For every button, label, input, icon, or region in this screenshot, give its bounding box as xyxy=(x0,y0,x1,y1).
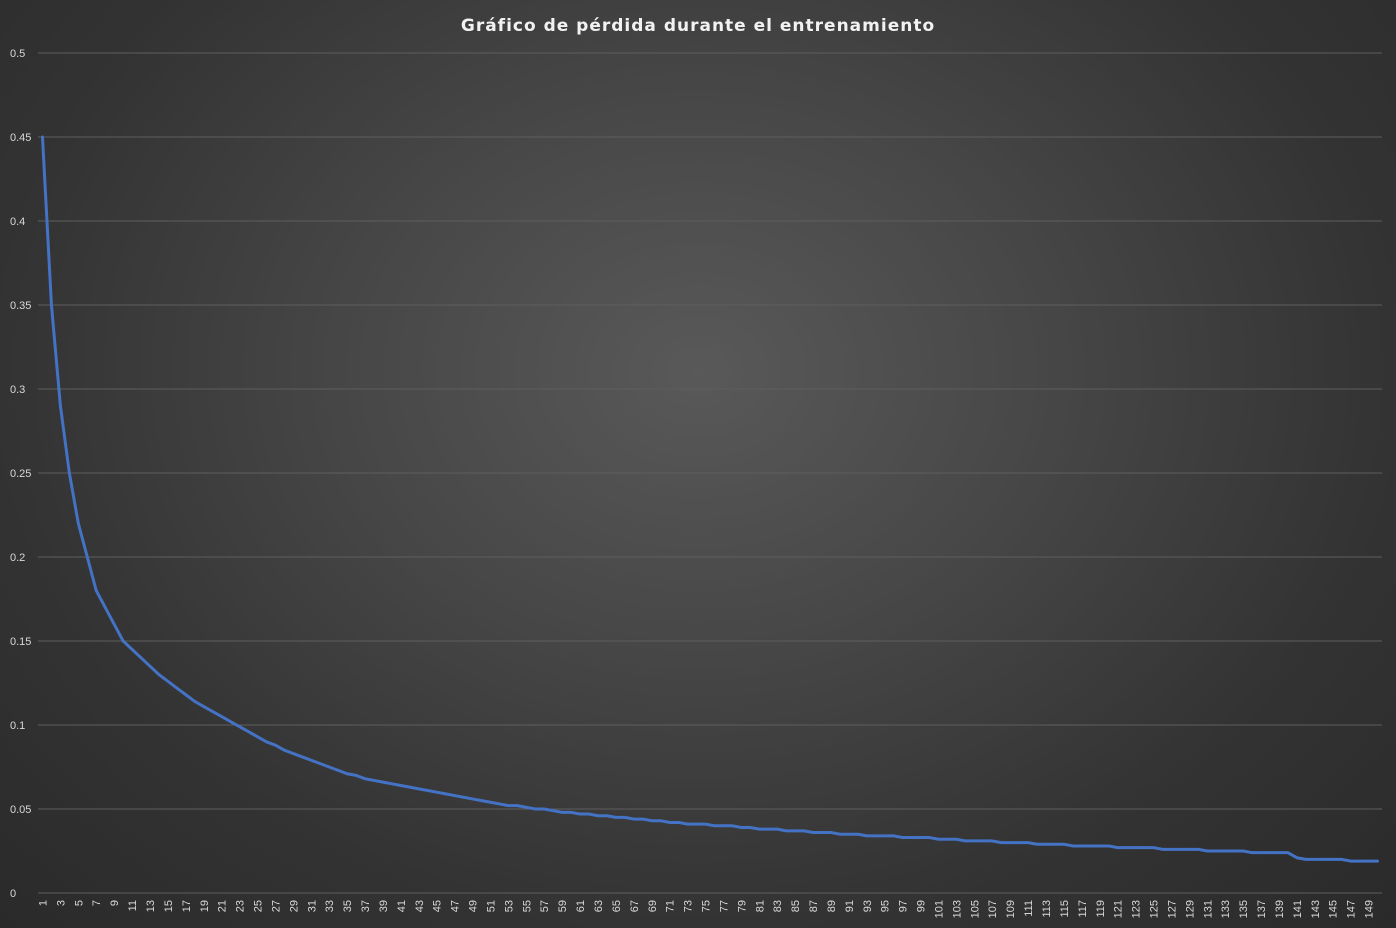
x-tick-label: 139 xyxy=(1274,900,1286,918)
x-tick-label: 63 xyxy=(593,900,605,912)
x-tick-label: 61 xyxy=(575,900,587,912)
x-tick-label: 33 xyxy=(324,900,336,912)
x-tick-label: 127 xyxy=(1166,900,1178,918)
x-tick-label: 37 xyxy=(360,900,372,912)
x-tick-label: 31 xyxy=(306,900,318,912)
y-tick-label: 0.25 xyxy=(10,468,31,480)
x-tick-label: 47 xyxy=(450,900,462,912)
x-tick-label: 87 xyxy=(808,900,820,912)
x-tick-label: 135 xyxy=(1238,900,1250,918)
x-tick-label: 39 xyxy=(378,900,390,912)
x-tick-label: 45 xyxy=(432,900,444,912)
x-tick-label: 93 xyxy=(862,900,874,912)
x-tick-label: 145 xyxy=(1328,900,1340,918)
y-tick-label: 0.2 xyxy=(10,552,25,564)
x-tick-label: 91 xyxy=(844,900,856,912)
x-tick-label: 111 xyxy=(1023,900,1035,917)
x-tick-label: 125 xyxy=(1149,900,1161,918)
x-tick-label: 99 xyxy=(916,900,928,912)
x-tick-label: 123 xyxy=(1131,900,1143,918)
y-tick-label: 0.3 xyxy=(10,384,25,396)
x-tick-label: 59 xyxy=(557,900,569,912)
x-tick-label: 105 xyxy=(969,900,981,918)
x-tick-label: 107 xyxy=(987,900,999,918)
y-tick-label: 0.05 xyxy=(10,804,31,816)
x-tick-label: 101 xyxy=(933,900,945,918)
x-tick-label: 9 xyxy=(109,900,121,906)
x-tick-label: 7 xyxy=(91,900,103,906)
chart-title: Gráfico de pérdida durante el entrenamie… xyxy=(461,16,935,36)
x-tick-label: 129 xyxy=(1184,900,1196,918)
series-group xyxy=(40,135,1380,863)
x-tick-label: 19 xyxy=(199,900,211,912)
x-tick-label: 49 xyxy=(468,900,480,912)
x-tick-label: 121 xyxy=(1113,900,1125,918)
x-tick-label: 103 xyxy=(951,900,963,918)
x-tick-label: 131 xyxy=(1202,900,1214,918)
x-tick-label: 67 xyxy=(629,900,641,912)
x-tick-label: 3 xyxy=(55,900,67,906)
grid-lines xyxy=(38,52,1382,894)
x-tick-label: 69 xyxy=(647,900,659,912)
x-tick-label: 1 xyxy=(37,900,49,906)
x-tick-label: 55 xyxy=(521,900,533,912)
x-axis-ticks: 1 3 5 7 9 11 13 15 17 19 21 23 25 27 29 31 33 35 37 39 41 43 4… xyxy=(37,900,1375,918)
x-tick-label: 137 xyxy=(1256,900,1268,918)
x-tick-label: 35 xyxy=(342,900,354,912)
x-tick-label: 13 xyxy=(145,900,157,912)
x-tick-label: 97 xyxy=(898,900,910,912)
x-tick-label: 113 xyxy=(1041,900,1053,918)
x-tick-label: 73 xyxy=(683,900,695,912)
x-tick-label: 71 xyxy=(665,900,677,912)
x-tick-label: 81 xyxy=(754,900,766,912)
x-tick-label: 89 xyxy=(826,900,838,912)
x-tick-label: 115 xyxy=(1059,900,1071,918)
x-tick-label: 119 xyxy=(1095,900,1107,918)
x-tick-label: 79 xyxy=(736,900,748,912)
x-tick-label: 149 xyxy=(1364,900,1376,918)
x-tick-label: 77 xyxy=(718,900,730,912)
y-tick-label: 0.35 xyxy=(10,300,31,312)
loss-series-line xyxy=(40,135,1380,863)
x-tick-label: 117 xyxy=(1077,900,1089,918)
x-tick-label: 83 xyxy=(772,900,784,912)
x-tick-label: 21 xyxy=(217,900,229,912)
x-tick-label: 51 xyxy=(485,900,497,912)
x-tick-label: 25 xyxy=(253,900,265,912)
x-tick-label: 53 xyxy=(503,900,515,912)
x-tick-label: 29 xyxy=(288,900,300,912)
x-tick-label: 11 xyxy=(127,900,139,911)
y-tick-label: 0 xyxy=(10,888,16,900)
y-tick-label: 0.5 xyxy=(10,48,25,60)
y-tick-label: 0.4 xyxy=(10,216,25,228)
x-tick-label: 17 xyxy=(181,900,193,912)
x-tick-label: 23 xyxy=(235,900,247,912)
y-tick-label: 0.15 xyxy=(10,636,31,648)
y-axis-ticks: 0 0.05 0.1 0.15 0.2 0.25 0.3 0.35 0.4 0.45 0.5 xyxy=(10,48,31,900)
x-tick-label: 141 xyxy=(1292,900,1304,918)
x-tick-label: 109 xyxy=(1005,900,1017,918)
x-tick-label: 133 xyxy=(1220,900,1232,918)
x-tick-label: 41 xyxy=(396,900,408,912)
x-tick-label: 143 xyxy=(1310,900,1322,918)
x-tick-label: 95 xyxy=(880,900,892,912)
x-tick-label: 27 xyxy=(270,900,282,912)
x-tick-label: 15 xyxy=(163,900,175,912)
x-tick-label: 75 xyxy=(701,900,713,912)
x-tick-label: 43 xyxy=(414,900,426,912)
y-tick-label: 0.45 xyxy=(10,132,31,144)
x-tick-label: 85 xyxy=(790,900,802,912)
y-tick-label: 0.1 xyxy=(10,720,25,732)
x-tick-label: 5 xyxy=(73,900,85,906)
x-tick-label: 147 xyxy=(1346,900,1358,918)
x-tick-label: 57 xyxy=(539,900,551,912)
x-tick-label: 65 xyxy=(611,900,623,912)
